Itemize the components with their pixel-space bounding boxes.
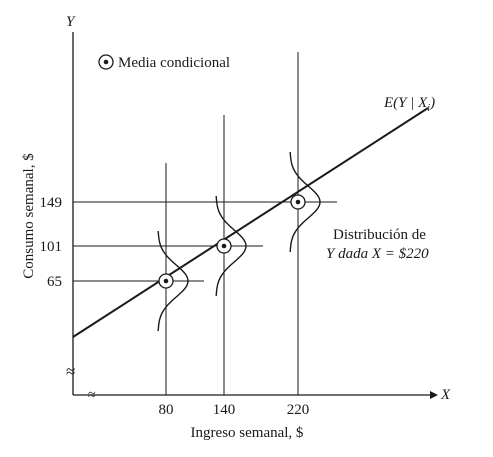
x-tick-label-220: 220 bbox=[287, 402, 310, 418]
regression-label-main: E(Y | X bbox=[383, 95, 428, 111]
x-axis-arrowhead bbox=[430, 391, 438, 399]
conditional-mean-point-x3 bbox=[290, 194, 306, 210]
legend-label: Media condicional bbox=[118, 55, 230, 71]
legend-marker-icon bbox=[98, 54, 114, 70]
x-tick-label-140: 140 bbox=[213, 402, 236, 418]
y-tick-label-101: 101 bbox=[40, 239, 63, 255]
annotation-line1: Distribución de bbox=[333, 227, 426, 243]
x-axis-title: Ingreso semanal, $ bbox=[191, 425, 304, 441]
regression-label: E(Y | Xi) bbox=[383, 95, 435, 114]
conditional-mean-point-x2 bbox=[216, 238, 232, 254]
svg-text:E(Y | Xi): E(Y | Xi) bbox=[383, 95, 435, 114]
conditional-distribution-x2 bbox=[215, 195, 247, 297]
conditional-mean-point-x1 bbox=[158, 273, 174, 289]
y-tick-label-149: 149 bbox=[40, 195, 63, 211]
regression-line bbox=[72, 107, 429, 338]
conditional-distribution-x3 bbox=[289, 151, 321, 253]
y-axis-title: Consumo semanal, $ bbox=[21, 153, 37, 279]
regression-label-subscript: i bbox=[427, 103, 430, 114]
legend: Media condicional bbox=[98, 54, 230, 71]
conditional-distribution-x1 bbox=[157, 230, 189, 332]
y-tick-label-65: 65 bbox=[47, 274, 62, 290]
y-axis-break-mark: ≈ bbox=[66, 362, 75, 381]
annotation-line2: Y dada X = $220 bbox=[326, 246, 429, 262]
regression-label-close: ) bbox=[429, 95, 435, 111]
x-axis-break-mark: ≈ bbox=[88, 388, 96, 403]
x-tick-label-80: 80 bbox=[159, 402, 174, 418]
y-axis-letter: Y bbox=[66, 14, 76, 30]
x-axis-letter: X bbox=[440, 387, 451, 403]
